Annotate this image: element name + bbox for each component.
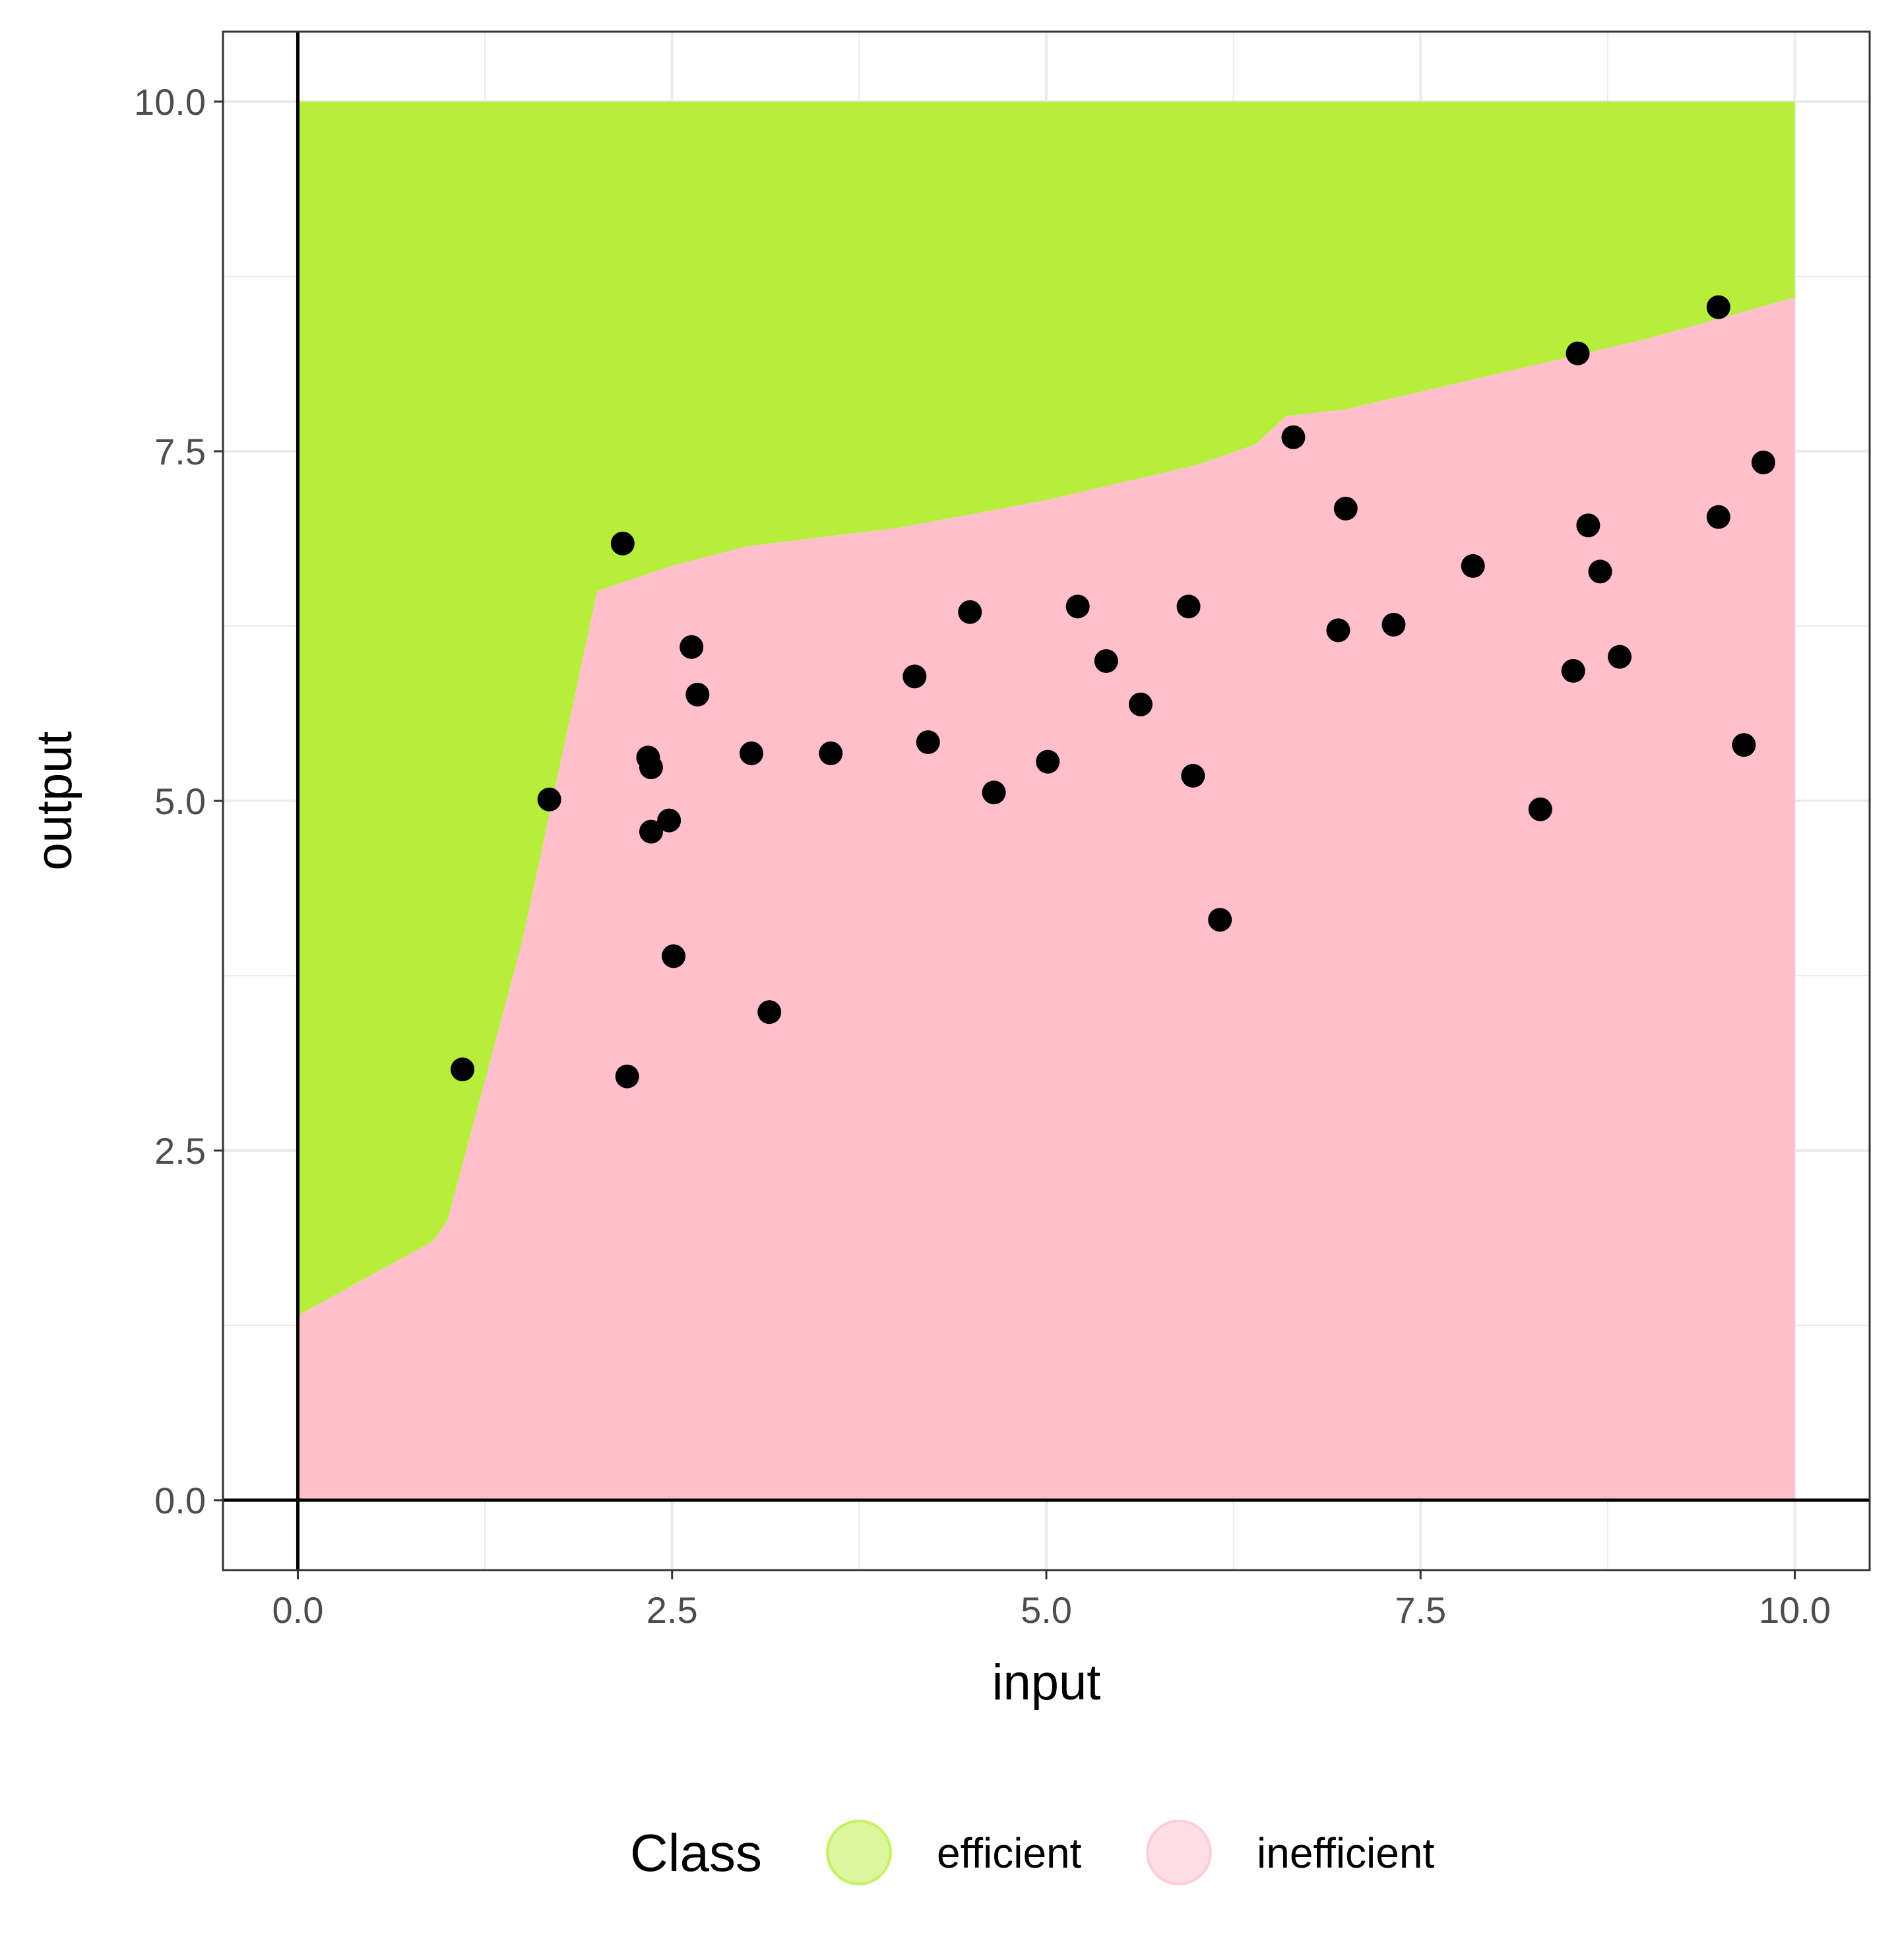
y-axis-ticks: 0.0 2.5 5.0 7.5 10.0 — [134, 81, 223, 1521]
x-axis-ticks: 0.0 2.5 5.0 7.5 10.0 — [272, 1570, 1831, 1631]
data-point-3 — [615, 1064, 639, 1089]
x-tick-label-0: 0.0 — [272, 1589, 324, 1631]
data-point-16 — [958, 600, 982, 624]
data-point-17 — [982, 780, 1006, 805]
legend-key-efficient — [826, 1819, 892, 1885]
data-point-37 — [1706, 505, 1730, 529]
data-point-31 — [1561, 658, 1585, 683]
data-point-7 — [657, 808, 681, 833]
data-point-29 — [1461, 553, 1485, 578]
y-tick-label-1: 2.5 — [154, 1130, 206, 1172]
data-point-20 — [1094, 649, 1118, 673]
data-point-21 — [1128, 692, 1153, 716]
data-point-8 — [661, 944, 685, 968]
data-point-14 — [902, 664, 927, 689]
data-point-30 — [1528, 797, 1552, 821]
data-point-11 — [739, 741, 763, 765]
legend-title: Class — [630, 1823, 762, 1882]
data-point-18 — [1036, 749, 1060, 774]
data-point-32 — [1566, 341, 1590, 365]
data-point-19 — [1065, 594, 1090, 619]
data-point-9 — [680, 635, 704, 659]
data-point-36 — [1706, 295, 1730, 319]
data-point-12 — [757, 1000, 782, 1025]
inefficient-region — [298, 297, 1795, 1500]
data-point-6 — [639, 819, 663, 844]
x-tick-label-4: 10.0 — [1759, 1589, 1831, 1631]
data-point-25 — [1281, 425, 1306, 449]
data-point-39 — [1751, 450, 1775, 474]
efficient-region — [298, 102, 1795, 1316]
data-point-34 — [1588, 559, 1612, 584]
y-tick-label-2: 5.0 — [154, 780, 206, 822]
data-point-15 — [916, 730, 940, 754]
x-tick-label-3: 7.5 — [1395, 1589, 1446, 1631]
data-point-13 — [819, 741, 843, 765]
legend: Class efficient inefficient — [630, 1819, 1434, 1885]
y-tick-label-0: 0.0 — [154, 1480, 206, 1521]
data-point-28 — [1381, 612, 1406, 637]
data-point-22 — [1176, 594, 1201, 619]
legend-label-efficient: efficient — [937, 1829, 1082, 1877]
data-point-5 — [639, 755, 663, 780]
data-point-38 — [1732, 733, 1756, 757]
data-point-10 — [685, 682, 710, 707]
y-axis-title: output — [26, 731, 82, 870]
data-point-27 — [1333, 496, 1358, 521]
y-tick-label-4: 10.0 — [134, 81, 206, 123]
data-point-24 — [1208, 908, 1232, 932]
x-tick-label-1: 2.5 — [647, 1589, 698, 1631]
legend-label-inefficient: inefficient — [1257, 1829, 1434, 1877]
x-tick-label-2: 5.0 — [1021, 1589, 1072, 1631]
data-points — [451, 295, 1775, 1089]
data-point-23 — [1181, 763, 1205, 788]
data-point-26 — [1326, 618, 1350, 643]
x-axis-title: input — [992, 1655, 1101, 1711]
data-point-33 — [1576, 513, 1600, 538]
data-point-2 — [610, 531, 635, 555]
data-point-1 — [537, 787, 561, 811]
legend-key-inefficient — [1146, 1819, 1212, 1885]
data-point-35 — [1608, 645, 1632, 669]
y-tick-label-3: 7.5 — [154, 431, 206, 472]
data-point-0 — [451, 1058, 475, 1082]
